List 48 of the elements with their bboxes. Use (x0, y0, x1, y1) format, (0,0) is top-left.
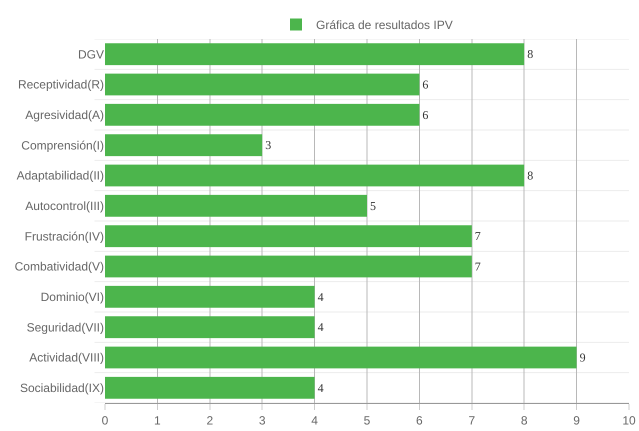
data-label: 5 (370, 198, 376, 213)
x-tick-label: 10 (622, 413, 636, 428)
y-tick-label: Sociabilidad(IX) (20, 381, 104, 396)
data-label: 4 (318, 320, 324, 334)
data-label: 8 (527, 168, 534, 182)
legend-label: Gráfica de resultados IPV (316, 18, 453, 32)
data-label: 7 (474, 260, 481, 274)
y-tick-label: Dominio(VI) (40, 290, 104, 304)
bar (105, 74, 420, 96)
x-tick-label: 7 (468, 413, 476, 428)
x-tick-label: 5 (364, 413, 371, 428)
data-label: 4 (318, 380, 324, 395)
data-label: 6 (422, 108, 428, 122)
y-tick-label: Combatividad(V) (14, 260, 104, 274)
y-tick-label: DGV (78, 47, 104, 62)
bar (105, 376, 315, 399)
x-tick-label: 0 (102, 413, 109, 428)
bar (105, 104, 420, 126)
x-tick-label: 8 (520, 413, 528, 428)
y-tick-label: Adaptabilidad(II) (16, 168, 104, 183)
data-label: 9 (580, 350, 586, 364)
y-tick-label: Actividad(VIII) (29, 350, 104, 365)
x-tick-label: 6 (416, 413, 424, 428)
y-tick-label: Seguridad(VII) (26, 320, 104, 334)
x-tick-label: 1 (154, 413, 162, 428)
bar (105, 194, 367, 217)
x-tick-label: 2 (206, 413, 214, 428)
y-tick-label: Receptividad(R) (18, 78, 104, 92)
bar (105, 286, 315, 308)
y-tick-label: Comprensión(I) (21, 138, 104, 152)
y-tick-label: Autocontrol(III) (25, 199, 104, 214)
bar (105, 316, 315, 338)
bar (105, 164, 524, 186)
y-tick-label: Frustración(IV) (24, 229, 104, 244)
y-tick-label: Agresividad(A) (25, 108, 104, 122)
bar (105, 346, 577, 368)
data-label: 4 (318, 290, 324, 304)
bar (105, 225, 472, 248)
x-tick-label: 9 (573, 413, 580, 428)
bar (105, 134, 262, 156)
data-label: 8 (527, 47, 534, 62)
x-tick-label: 3 (258, 413, 266, 428)
bar (105, 256, 472, 278)
data-label: 3 (265, 138, 272, 152)
data-label: 6 (422, 78, 428, 92)
data-label: 7 (474, 229, 481, 244)
x-tick-label: 4 (311, 413, 318, 428)
bar (105, 43, 524, 66)
